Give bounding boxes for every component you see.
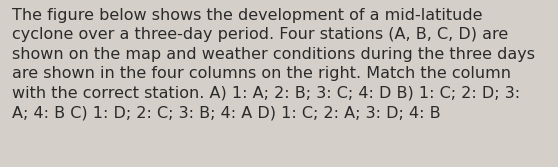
Text: The figure below shows the development of a mid-latitude
cyclone over a three-da: The figure below shows the development o…: [12, 8, 535, 120]
